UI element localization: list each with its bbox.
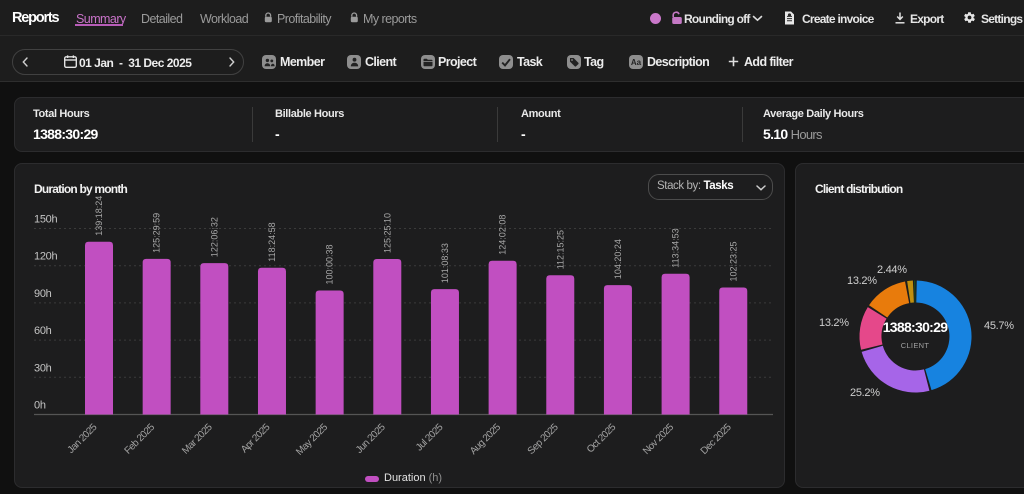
svg-text:Mar 2025: Mar 2025 — [180, 422, 215, 457]
svg-text:60h: 60h — [34, 325, 52, 337]
svg-text:May 2025: May 2025 — [294, 422, 330, 458]
svg-text:30h: 30h — [34, 362, 52, 374]
svg-text:112:15:25: 112:15:25 — [555, 230, 565, 269]
svg-text:Jan 2025: Jan 2025 — [66, 422, 100, 456]
svg-text:Jun 2025: Jun 2025 — [354, 422, 388, 456]
svg-text:0h: 0h — [34, 400, 46, 412]
svg-text:122:06:32: 122:06:32 — [209, 217, 219, 257]
svg-text:Dec 2025: Dec 2025 — [699, 422, 734, 457]
svg-text:Nov 2025: Nov 2025 — [641, 422, 676, 457]
svg-text:102:23:25: 102:23:25 — [728, 241, 738, 281]
svg-text:Feb 2025: Feb 2025 — [123, 422, 158, 457]
svg-text:120h: 120h — [34, 251, 57, 263]
svg-text:125:25:10: 125:25:10 — [382, 213, 392, 253]
svg-text:139:18:24: 139:18:24 — [94, 196, 104, 236]
svg-text:Oct 2025: Oct 2025 — [585, 422, 619, 456]
svg-text:113:34:53: 113:34:53 — [671, 228, 681, 267]
svg-text:Aug 2025: Aug 2025 — [468, 422, 503, 457]
svg-text:118:24:58: 118:24:58 — [267, 222, 277, 261]
svg-text:124:02:08: 124:02:08 — [498, 215, 508, 255]
svg-text:104:20:24: 104:20:24 — [613, 239, 623, 279]
svg-text:150h: 150h — [34, 214, 57, 226]
svg-text:90h: 90h — [34, 288, 52, 300]
svg-text:Apr 2025: Apr 2025 — [239, 422, 273, 456]
svg-text:100:00:38: 100:00:38 — [325, 244, 335, 284]
svg-text:Sep 2025: Sep 2025 — [526, 422, 561, 457]
svg-text:125:29:59: 125:29:59 — [152, 213, 162, 253]
svg-text:Jul 2025: Jul 2025 — [414, 422, 446, 454]
svg-text:101:08:33: 101:08:33 — [440, 243, 450, 283]
